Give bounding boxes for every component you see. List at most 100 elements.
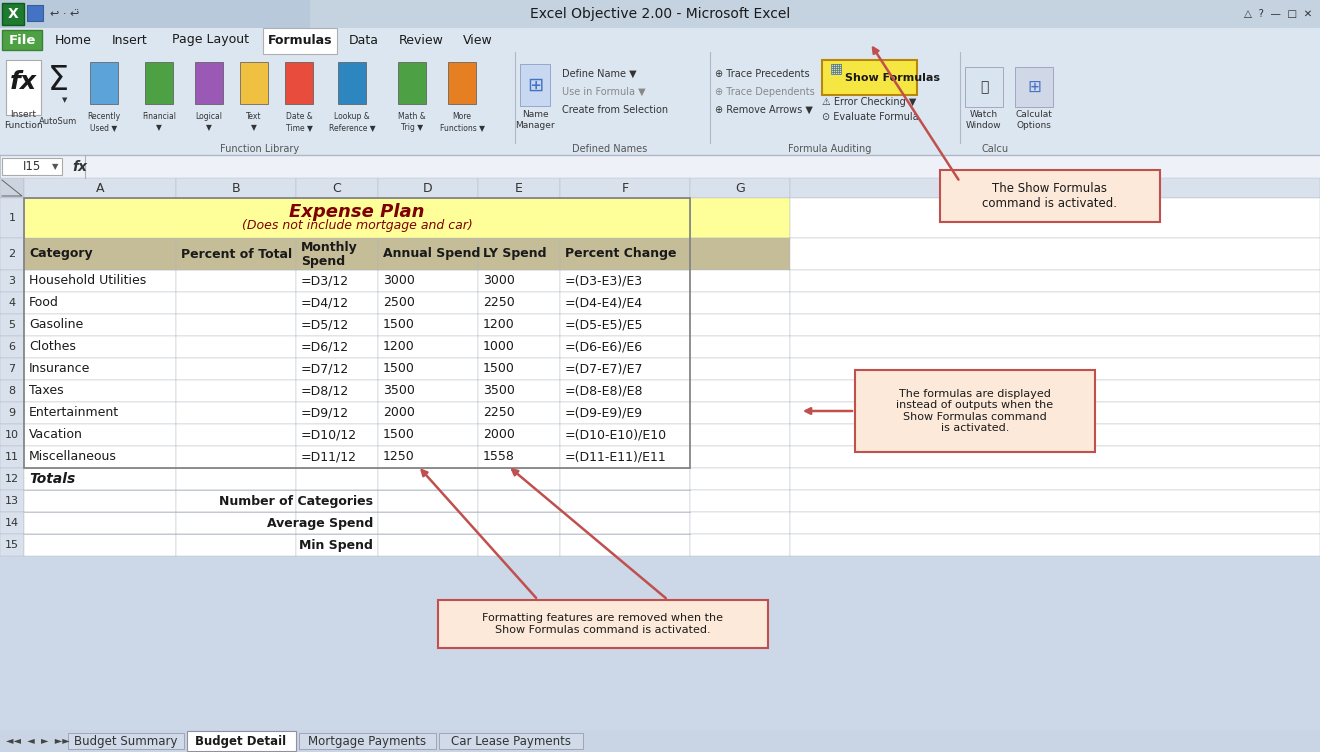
Text: 2250: 2250 [483,296,515,310]
FancyBboxPatch shape [440,733,583,749]
Text: Logical
▼: Logical ▼ [195,112,223,132]
Text: =D6/12: =D6/12 [301,341,348,353]
Text: 3500: 3500 [483,384,515,398]
FancyBboxPatch shape [690,314,789,336]
FancyBboxPatch shape [24,292,176,314]
Text: 10: 10 [5,430,18,440]
Text: =D8/12: =D8/12 [301,384,350,398]
Text: 7: 7 [8,364,16,374]
FancyBboxPatch shape [560,238,690,270]
FancyBboxPatch shape [378,446,478,468]
Text: 1500: 1500 [383,429,414,441]
Text: A: A [96,181,104,195]
Text: Function Library: Function Library [220,144,300,154]
FancyBboxPatch shape [7,60,41,115]
FancyBboxPatch shape [478,534,560,556]
FancyBboxPatch shape [24,468,176,490]
FancyBboxPatch shape [478,270,560,292]
FancyBboxPatch shape [176,468,296,490]
Text: =(D3-E3)/E3: =(D3-E3)/E3 [565,274,643,287]
FancyBboxPatch shape [789,336,1320,358]
Text: ⊕ Trace Precedents: ⊕ Trace Precedents [715,69,809,79]
Text: Data: Data [348,34,379,47]
FancyBboxPatch shape [176,380,296,402]
Text: Car Lease Payments: Car Lease Payments [451,735,572,747]
FancyBboxPatch shape [789,402,1320,424]
Text: More
Functions ▼: More Functions ▼ [440,112,484,132]
FancyBboxPatch shape [296,238,378,270]
FancyBboxPatch shape [560,424,690,446]
Text: 1500: 1500 [383,362,414,375]
Text: 2250: 2250 [483,407,515,420]
Text: Mortgage Payments: Mortgage Payments [308,735,426,747]
Text: Recently
Used ▼: Recently Used ▼ [87,112,120,132]
FancyBboxPatch shape [0,270,24,292]
Text: ▼: ▼ [51,162,58,171]
FancyBboxPatch shape [296,198,378,238]
Text: 2: 2 [8,249,16,259]
Text: C: C [333,181,342,195]
Text: Percent of Total: Percent of Total [181,247,292,260]
Text: 13: 13 [5,496,18,506]
FancyBboxPatch shape [24,490,176,512]
Text: Calculat
Options: Calculat Options [1015,111,1052,129]
FancyBboxPatch shape [285,62,313,104]
FancyBboxPatch shape [0,0,1320,28]
Text: 5: 5 [8,320,16,330]
Text: Define Name ▼: Define Name ▼ [562,69,636,79]
FancyBboxPatch shape [560,178,690,198]
FancyBboxPatch shape [0,446,24,468]
Text: ⊕ Trace Dependents: ⊕ Trace Dependents [715,87,814,97]
FancyBboxPatch shape [0,52,1320,155]
Text: E: E [515,181,523,195]
Text: Review: Review [399,34,444,47]
FancyBboxPatch shape [1015,67,1053,107]
FancyBboxPatch shape [24,238,176,270]
FancyBboxPatch shape [690,336,789,358]
FancyBboxPatch shape [478,336,560,358]
Text: 1500: 1500 [383,319,414,332]
FancyBboxPatch shape [789,468,1320,490]
Text: ⊞: ⊞ [1027,78,1041,96]
Text: Text
▼: Text ▼ [247,112,261,132]
Text: Number of Categories: Number of Categories [219,495,374,508]
Text: File: File [8,34,36,47]
FancyBboxPatch shape [789,270,1320,292]
FancyBboxPatch shape [690,446,789,468]
Text: LY Spend: LY Spend [483,247,546,260]
FancyBboxPatch shape [560,512,690,534]
Text: Σ: Σ [48,63,69,96]
FancyBboxPatch shape [24,178,176,198]
Text: 2000: 2000 [483,429,515,441]
FancyBboxPatch shape [560,270,690,292]
Text: 1558: 1558 [483,450,515,463]
Text: Gasoline: Gasoline [29,319,83,332]
Text: 👓: 👓 [979,80,989,94]
FancyBboxPatch shape [0,336,24,358]
Text: =D4/12: =D4/12 [301,296,348,310]
FancyBboxPatch shape [378,238,478,270]
Text: Financial
▼: Financial ▼ [143,112,176,132]
FancyBboxPatch shape [176,336,296,358]
FancyBboxPatch shape [0,490,24,512]
FancyBboxPatch shape [789,512,1320,534]
Text: Formula Auditing: Formula Auditing [788,144,871,154]
FancyBboxPatch shape [176,292,296,314]
FancyBboxPatch shape [24,238,176,270]
FancyBboxPatch shape [520,64,550,106]
Text: △  ?  —  □  ✕: △ ? — □ ✕ [1243,9,1312,19]
Text: =(D11-E11)/E11: =(D11-E11)/E11 [565,450,667,463]
Text: G: G [735,181,744,195]
Text: 3000: 3000 [383,274,414,287]
FancyBboxPatch shape [378,314,478,336]
FancyBboxPatch shape [789,198,1320,238]
FancyBboxPatch shape [3,30,42,50]
FancyBboxPatch shape [378,380,478,402]
FancyBboxPatch shape [690,292,789,314]
FancyBboxPatch shape [560,490,690,512]
Text: 9: 9 [8,408,16,418]
Text: =(D9-E9)/E9: =(D9-E9)/E9 [565,407,643,420]
FancyBboxPatch shape [176,512,296,534]
Text: 12: 12 [5,474,18,484]
Text: Formulas: Formulas [268,34,333,47]
